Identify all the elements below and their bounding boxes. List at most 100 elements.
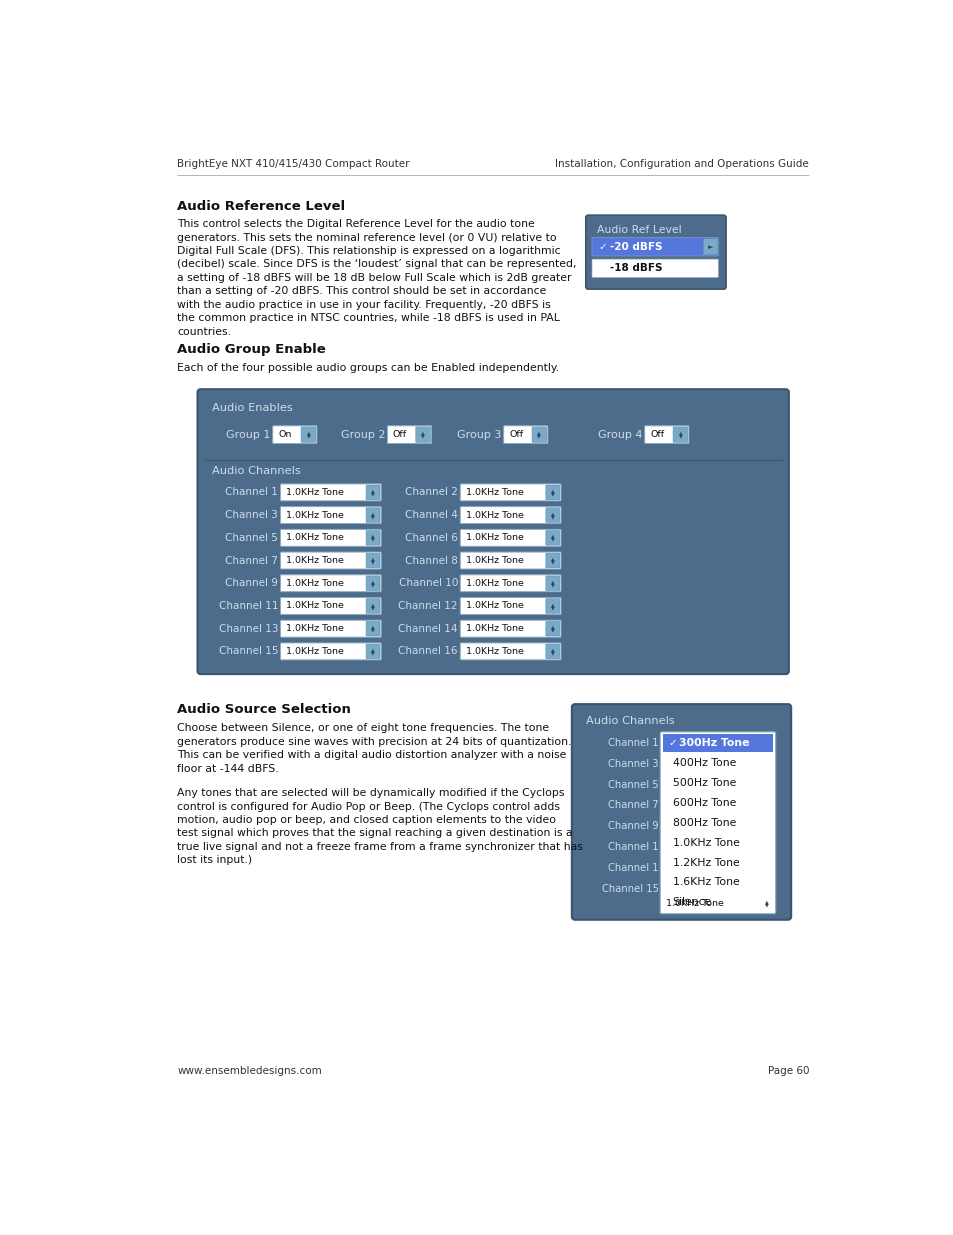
Text: ▼: ▼ (306, 433, 310, 438)
Text: 1.0KHz Tone: 1.0KHz Tone (465, 488, 523, 496)
FancyBboxPatch shape (545, 508, 559, 522)
FancyBboxPatch shape (702, 238, 718, 254)
Text: ▲: ▲ (371, 647, 375, 652)
FancyBboxPatch shape (532, 427, 546, 442)
FancyBboxPatch shape (366, 576, 379, 590)
Text: Channel 5: Channel 5 (607, 779, 658, 789)
Text: ▲: ▲ (551, 557, 554, 562)
Text: ▲: ▲ (551, 511, 554, 516)
Text: 1.0KHz Tone: 1.0KHz Tone (286, 488, 343, 496)
Text: -20 dBFS: -20 dBFS (609, 242, 661, 252)
Text: ▼: ▼ (551, 627, 554, 632)
FancyBboxPatch shape (592, 237, 718, 256)
FancyBboxPatch shape (459, 574, 560, 592)
Text: 1.0KHz Tone: 1.0KHz Tone (286, 647, 343, 656)
FancyBboxPatch shape (301, 427, 315, 442)
FancyBboxPatch shape (280, 552, 381, 569)
Text: ✓: ✓ (667, 739, 676, 748)
Bar (661, 734, 773, 752)
Text: Channel 3: Channel 3 (607, 758, 658, 768)
FancyBboxPatch shape (366, 485, 379, 500)
Text: ▲: ▲ (371, 625, 375, 630)
Text: ▲: ▲ (371, 511, 375, 516)
Text: Off: Off (393, 430, 407, 440)
Text: 1.0KHz Tone: 1.0KHz Tone (465, 556, 523, 566)
FancyBboxPatch shape (659, 732, 775, 914)
Text: ✓: ✓ (598, 242, 606, 252)
FancyBboxPatch shape (592, 259, 718, 278)
Text: ▼: ▼ (371, 492, 375, 496)
FancyBboxPatch shape (387, 426, 431, 443)
FancyBboxPatch shape (280, 506, 381, 524)
Text: 1.0KHz Tone: 1.0KHz Tone (465, 601, 523, 610)
Text: 1.0KHz Tone: 1.0KHz Tone (465, 647, 523, 656)
Text: ▲: ▲ (763, 899, 767, 904)
Text: generators produce sine waves with precision at 24 bits of quantization.: generators produce sine waves with preci… (177, 737, 571, 747)
Text: Channel 1: Channel 1 (607, 863, 658, 873)
Text: 1.0KHz Tone: 1.0KHz Tone (465, 510, 523, 520)
Text: true live signal and not a freeze frame from a frame synchronizer that has: true live signal and not a freeze frame … (177, 842, 582, 852)
FancyBboxPatch shape (459, 598, 560, 615)
Text: ▲: ▲ (371, 579, 375, 584)
Text: On: On (278, 430, 292, 440)
Text: Group 1: Group 1 (226, 430, 270, 440)
Text: 600Hz Tone: 600Hz Tone (672, 798, 735, 808)
Text: ▼: ▼ (551, 492, 554, 496)
Text: Channel 4: Channel 4 (405, 510, 457, 520)
FancyBboxPatch shape (459, 506, 560, 524)
Text: Audio Source Selection: Audio Source Selection (177, 704, 351, 716)
Text: ▲: ▲ (551, 601, 554, 606)
FancyBboxPatch shape (459, 620, 560, 637)
Text: motion, audio pop or beep, and closed caption elements to the video: motion, audio pop or beep, and closed ca… (177, 815, 556, 825)
Text: Channel 9: Channel 9 (225, 578, 278, 588)
Text: Off: Off (649, 430, 663, 440)
FancyBboxPatch shape (545, 576, 559, 590)
Text: Audio Reference Level: Audio Reference Level (177, 200, 345, 212)
Text: 1.0KHz Tone: 1.0KHz Tone (465, 579, 523, 588)
FancyBboxPatch shape (280, 574, 381, 592)
Text: ▼: ▼ (371, 605, 375, 610)
Text: ▲: ▲ (371, 601, 375, 606)
Text: Channel 1: Channel 1 (225, 488, 278, 498)
FancyBboxPatch shape (197, 389, 788, 674)
Text: ▼: ▼ (421, 433, 424, 438)
FancyBboxPatch shape (545, 531, 559, 545)
Text: Channel 16: Channel 16 (398, 646, 457, 656)
FancyBboxPatch shape (280, 530, 381, 546)
Text: 1.0KHz Tone: 1.0KHz Tone (465, 624, 523, 634)
Text: -18 dBFS: -18 dBFS (609, 263, 661, 273)
Text: Off: Off (509, 430, 522, 440)
Text: 1.0KHz Tone: 1.0KHz Tone (286, 510, 343, 520)
Text: ▲: ▲ (371, 534, 375, 538)
Text: ▼: ▼ (551, 651, 554, 656)
Text: Audio Channels: Audio Channels (585, 716, 674, 726)
Text: Group 2: Group 2 (340, 430, 385, 440)
Text: Channel 6: Channel 6 (405, 532, 457, 543)
Text: Channel 2: Channel 2 (405, 488, 457, 498)
Text: ▼: ▼ (371, 514, 375, 519)
Text: Each of the four possible audio groups can be Enabled independently.: Each of the four possible audio groups c… (177, 363, 558, 373)
Text: ►: ► (707, 243, 713, 249)
Text: floor at -144 dBFS.: floor at -144 dBFS. (177, 763, 278, 774)
Text: ▲: ▲ (371, 557, 375, 562)
Text: www.ensembledesigns.com: www.ensembledesigns.com (177, 1066, 322, 1076)
FancyBboxPatch shape (280, 620, 381, 637)
Text: 1.0KHz Tone: 1.0KHz Tone (286, 624, 343, 634)
Text: ▼: ▼ (763, 903, 767, 908)
Text: Group 4: Group 4 (598, 430, 641, 440)
Text: (decibel) scale. Since DFS is the ‘loudest’ signal that can be represented,: (decibel) scale. Since DFS is the ‘loude… (177, 259, 577, 269)
Text: ▲: ▲ (371, 488, 375, 493)
Text: 1.0KHz Tone: 1.0KHz Tone (286, 579, 343, 588)
Text: Channel 12: Channel 12 (398, 601, 457, 611)
Text: Channel 11: Channel 11 (218, 601, 278, 611)
FancyBboxPatch shape (366, 508, 379, 522)
FancyBboxPatch shape (545, 485, 559, 500)
Text: with the audio practice in use in your facility. Frequently, -20 dBFS is: with the audio practice in use in your f… (177, 300, 551, 310)
Text: Audio Ref Level: Audio Ref Level (597, 225, 681, 235)
FancyBboxPatch shape (545, 553, 559, 568)
Text: test signal which proves that the signal reaching a given destination is a: test signal which proves that the signal… (177, 829, 573, 839)
Text: countries.: countries. (177, 327, 232, 337)
Text: a setting of -18 dBFS will be 18 dB below Full Scale which is 2dB greater: a setting of -18 dBFS will be 18 dB belo… (177, 273, 571, 283)
Text: Audio Channels: Audio Channels (212, 466, 301, 477)
FancyBboxPatch shape (585, 215, 725, 289)
